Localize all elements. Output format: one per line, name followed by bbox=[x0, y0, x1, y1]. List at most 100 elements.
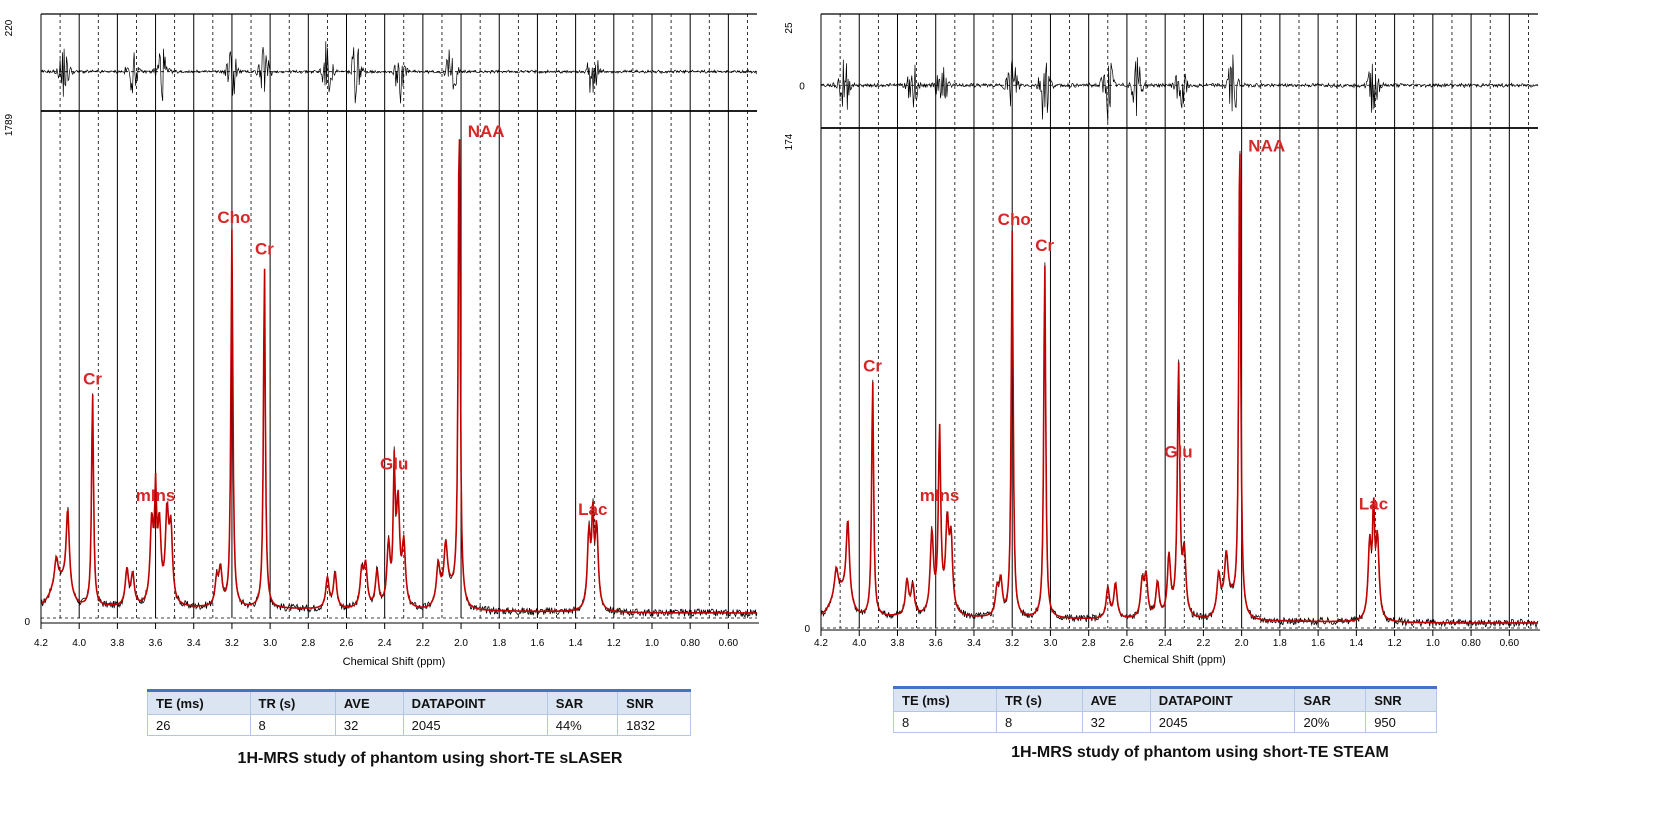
tick-label: 1.4 bbox=[1349, 638, 1363, 649]
tick-label: 4.0 bbox=[72, 638, 86, 649]
y-zero-label: 0 bbox=[804, 624, 810, 635]
residual-path bbox=[40, 41, 758, 104]
tick-label: 2.0 bbox=[454, 638, 468, 649]
tick-label: 3.0 bbox=[263, 638, 277, 649]
spectrum-series bbox=[820, 150, 1539, 628]
peak-label-naa: NAA bbox=[1248, 137, 1285, 156]
value-datapoint: 2045 bbox=[1150, 711, 1296, 733]
tick-label: 1.0 bbox=[1426, 638, 1440, 649]
x-axis-title: Chemical Shift (ppm) bbox=[343, 656, 446, 668]
header-tr: TR (s) bbox=[250, 689, 336, 715]
header-te: TE (ms) bbox=[893, 686, 997, 712]
tick-label: 0.80 bbox=[680, 638, 700, 649]
header-ave: AVE bbox=[335, 689, 404, 715]
tick-label: 3.4 bbox=[187, 638, 201, 649]
peak-label-cr: Cr bbox=[83, 370, 102, 389]
value-sar: 20% bbox=[1294, 711, 1367, 733]
x-axis-ticks: 4.2 4.0 3.8 3.6 3.4 3.2 3.0 2.8 2.6 2.4 2.2 2.0 1.8 1… bbox=[814, 630, 1519, 649]
value-tr: 8 bbox=[250, 714, 336, 736]
data-series-line bbox=[40, 140, 758, 618]
plot-frame bbox=[40, 13, 759, 624]
value-tr: 8 bbox=[996, 711, 1083, 733]
tick-label: 3.6 bbox=[149, 638, 163, 649]
tick-label: 3.4 bbox=[967, 638, 981, 649]
peak-label-cho: Cho bbox=[998, 210, 1031, 229]
peak-label-cho: Cho bbox=[217, 208, 250, 227]
value-ave: 32 bbox=[1082, 711, 1151, 733]
tick-label: 1.2 bbox=[607, 638, 621, 649]
fit-series-line bbox=[820, 153, 1538, 624]
residual-gridlines bbox=[820, 14, 1538, 128]
peak-label-naa: NAA bbox=[468, 122, 505, 141]
peak-label-cr: Cr bbox=[1035, 236, 1054, 255]
header-sar: SAR bbox=[547, 689, 619, 715]
table-row: 8 8 32 2045 20% 950 bbox=[893, 711, 1437, 733]
header-ave: AVE bbox=[1082, 686, 1151, 712]
y-max-label: 174 bbox=[784, 133, 795, 150]
residual-gridlines bbox=[40, 14, 757, 111]
tick-label: 2.6 bbox=[340, 638, 354, 649]
tick-label: 2.4 bbox=[1158, 638, 1172, 649]
header-te: TE (ms) bbox=[147, 689, 251, 715]
value-ave: 32 bbox=[335, 714, 404, 736]
fit-series-line bbox=[40, 139, 757, 614]
table-header-row: TE (ms) TR (s) AVE DATAPOINT SAR SNR bbox=[893, 686, 1437, 712]
header-tr: TR (s) bbox=[996, 686, 1083, 712]
tick-label: 2.4 bbox=[378, 638, 392, 649]
parameters-table-steam: TE (ms) TR (s) AVE DATAPOINT SAR SNR 8 8… bbox=[893, 686, 1437, 733]
tick-label: 2.2 bbox=[416, 638, 430, 649]
caption-steam: 1H-MRS study of phantom using short-TE S… bbox=[1011, 744, 1389, 761]
parameters-table-slaser: TE (ms) TR (s) AVE DATAPOINT SAR SNR 26 … bbox=[147, 689, 691, 736]
peak-label-cr: Cr bbox=[255, 239, 274, 258]
header-snr: SNR bbox=[1365, 686, 1437, 712]
peak-label-mins: mIns bbox=[920, 486, 960, 505]
residual-y-zero-label: 0 bbox=[799, 81, 805, 92]
residual-path bbox=[820, 54, 1539, 123]
value-te: 8 bbox=[893, 711, 997, 733]
value-datapoint: 2045 bbox=[403, 714, 548, 736]
tick-label: 0.60 bbox=[719, 638, 739, 649]
tick-label: 1.4 bbox=[569, 638, 583, 649]
tick-label: 3.8 bbox=[110, 638, 124, 649]
tick-label: 1.6 bbox=[1311, 638, 1325, 649]
header-datapoint: DATAPOINT bbox=[1150, 686, 1296, 712]
tick-label: 3.2 bbox=[225, 638, 239, 649]
tick-label: 4.2 bbox=[34, 638, 48, 649]
header-datapoint: DATAPOINT bbox=[403, 689, 548, 715]
tick-label: 1.0 bbox=[645, 638, 659, 649]
tick-label: 1.2 bbox=[1388, 638, 1402, 649]
header-sar: SAR bbox=[1294, 686, 1367, 712]
value-te: 26 bbox=[147, 714, 251, 736]
tick-label: 0.80 bbox=[1461, 638, 1481, 649]
tick-label: 3.8 bbox=[891, 638, 905, 649]
spectrum-series bbox=[40, 139, 758, 618]
tick-label: 0.60 bbox=[1500, 638, 1520, 649]
tick-label: 2.0 bbox=[1235, 638, 1249, 649]
spectrum-chart-steam: 4.2 4.0 3.8 3.6 3.4 3.2 3.0 2.8 2.6 2.4 2.2 2.0 1.8 1… bbox=[784, 13, 1540, 666]
tick-label: 1.6 bbox=[530, 638, 544, 649]
x-axis-ticks: 4.2 4.0 3.8 3.6 3.4 3.2 3.0 2.8 2.6 2.4 2.2 2.0 1.8 1… bbox=[34, 623, 739, 649]
tick-label: 1.8 bbox=[492, 638, 506, 649]
main-gridlines bbox=[820, 128, 1538, 629]
residual-y-max-label: 220 bbox=[4, 19, 15, 36]
tick-label: 3.6 bbox=[929, 638, 943, 649]
value-sar: 44% bbox=[547, 714, 619, 736]
table-header-row: TE (ms) TR (s) AVE DATAPOINT SAR SNR bbox=[147, 689, 691, 715]
table-row: 26 8 32 2045 44% 1832 bbox=[147, 714, 691, 736]
spectrum-chart-slaser: 4.2 4.0 3.8 3.6 3.4 3.2 3.0 2.8 2.6 2.4 2.2 2.0 1.8 1… bbox=[4, 13, 759, 668]
value-snr: 1832 bbox=[617, 714, 691, 736]
header-snr: SNR bbox=[617, 689, 691, 715]
x-axis-title: Chemical Shift (ppm) bbox=[1123, 654, 1226, 666]
peak-label-cr: Cr bbox=[863, 356, 882, 375]
peak-label-mins: mIns bbox=[136, 486, 176, 505]
value-snr: 950 bbox=[1365, 711, 1437, 733]
residual-line bbox=[40, 41, 758, 104]
tick-label: 4.2 bbox=[814, 638, 828, 649]
tick-label: 4.0 bbox=[852, 638, 866, 649]
peak-label-lac: Lac bbox=[1359, 494, 1388, 513]
tick-label: 2.8 bbox=[1082, 638, 1096, 649]
tick-label: 2.6 bbox=[1120, 638, 1134, 649]
residual-y-max-label: 25 bbox=[784, 22, 795, 34]
